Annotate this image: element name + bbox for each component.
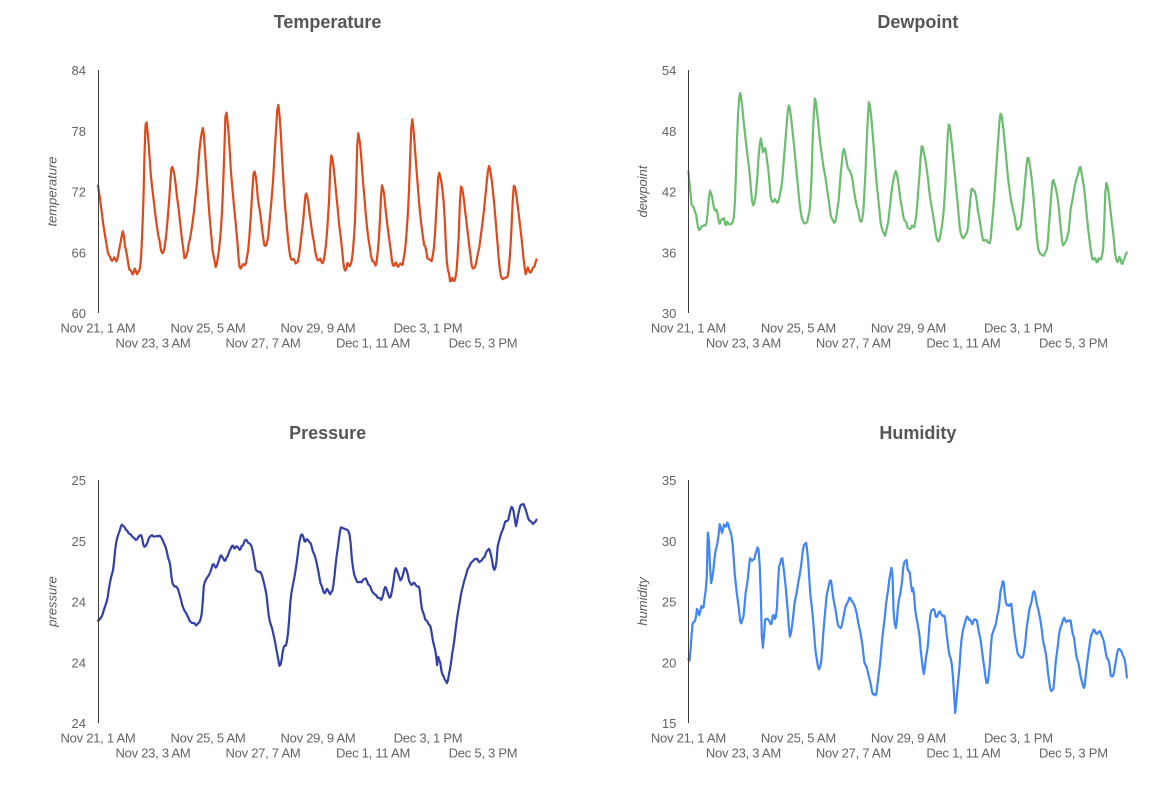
svg-text:25: 25 (72, 534, 86, 549)
svg-text:Nov 29, 9 AM: Nov 29, 9 AM (871, 321, 946, 336)
svg-text:Dec 5, 3 PM: Dec 5, 3 PM (449, 746, 518, 761)
svg-text:25: 25 (662, 595, 676, 610)
svg-text:Temperature: Temperature (274, 12, 382, 32)
svg-text:Nov 29, 9 AM: Nov 29, 9 AM (280, 321, 355, 336)
svg-text:Dec 5, 3 PM: Dec 5, 3 PM (449, 336, 518, 351)
svg-text:Dec 5, 3 PM: Dec 5, 3 PM (1039, 746, 1108, 761)
svg-text:Dec 1, 11 AM: Dec 1, 11 AM (926, 746, 1000, 761)
svg-text:30: 30 (662, 306, 676, 321)
svg-text:Nov 23, 3 AM: Nov 23, 3 AM (706, 746, 781, 761)
svg-text:20: 20 (662, 655, 676, 670)
svg-text:Dec 1, 11 AM: Dec 1, 11 AM (336, 336, 410, 351)
svg-text:Nov 21, 1 AM: Nov 21, 1 AM (60, 321, 135, 336)
svg-text:84: 84 (72, 63, 86, 78)
svg-text:Dec 1, 11 AM: Dec 1, 11 AM (336, 746, 410, 761)
svg-text:Nov 21, 1 AM: Nov 21, 1 AM (651, 321, 726, 336)
svg-text:72: 72 (72, 185, 86, 200)
svg-text:24: 24 (72, 716, 86, 731)
svg-text:48: 48 (662, 124, 676, 139)
svg-text:Dec 1, 11 AM: Dec 1, 11 AM (926, 336, 1000, 351)
svg-text:24: 24 (72, 655, 86, 670)
svg-text:humidity: humidity (635, 576, 650, 626)
svg-text:42: 42 (662, 185, 676, 200)
svg-text:Nov 27, 7 AM: Nov 27, 7 AM (816, 336, 891, 351)
svg-text:Nov 21, 1 AM: Nov 21, 1 AM (60, 731, 135, 746)
svg-text:35: 35 (662, 473, 676, 488)
svg-text:Nov 21, 1 AM: Nov 21, 1 AM (651, 731, 726, 746)
svg-text:Dec 3, 1 PM: Dec 3, 1 PM (984, 731, 1053, 746)
svg-text:Dec 3, 1 PM: Dec 3, 1 PM (394, 731, 463, 746)
svg-text:temperature: temperature (45, 156, 60, 226)
svg-text:60: 60 (72, 306, 86, 321)
svg-text:Nov 25, 5 AM: Nov 25, 5 AM (761, 321, 836, 336)
svg-text:Nov 23, 3 AM: Nov 23, 3 AM (115, 746, 190, 761)
svg-text:pressure: pressure (45, 576, 60, 628)
svg-text:54: 54 (662, 63, 676, 78)
svg-text:15: 15 (662, 716, 676, 731)
svg-text:25: 25 (72, 473, 86, 488)
svg-text:Nov 23, 3 AM: Nov 23, 3 AM (706, 336, 781, 351)
svg-text:30: 30 (662, 534, 676, 549)
svg-text:Nov 25, 5 AM: Nov 25, 5 AM (170, 731, 245, 746)
svg-text:Nov 25, 5 AM: Nov 25, 5 AM (170, 321, 245, 336)
svg-text:24: 24 (72, 595, 86, 610)
svg-text:Humidity: Humidity (879, 423, 956, 443)
svg-text:78: 78 (72, 124, 86, 139)
svg-text:36: 36 (662, 245, 676, 260)
svg-text:Nov 23, 3 AM: Nov 23, 3 AM (115, 336, 190, 351)
svg-text:Nov 27, 7 AM: Nov 27, 7 AM (225, 336, 300, 351)
svg-text:Nov 29, 9 AM: Nov 29, 9 AM (871, 731, 946, 746)
svg-text:Pressure: Pressure (289, 423, 366, 443)
svg-text:Dec 5, 3 PM: Dec 5, 3 PM (1039, 336, 1108, 351)
svg-text:Nov 25, 5 AM: Nov 25, 5 AM (761, 731, 836, 746)
svg-text:Dec 3, 1 PM: Dec 3, 1 PM (984, 321, 1053, 336)
svg-text:dewpoint: dewpoint (635, 164, 650, 217)
svg-text:Nov 27, 7 AM: Nov 27, 7 AM (816, 746, 891, 761)
svg-text:Nov 27, 7 AM: Nov 27, 7 AM (225, 746, 300, 761)
svg-text:Nov 29, 9 AM: Nov 29, 9 AM (280, 731, 355, 746)
svg-text:66: 66 (72, 245, 86, 260)
svg-text:Dec 3, 1 PM: Dec 3, 1 PM (394, 321, 463, 336)
svg-text:Dewpoint: Dewpoint (877, 12, 958, 32)
